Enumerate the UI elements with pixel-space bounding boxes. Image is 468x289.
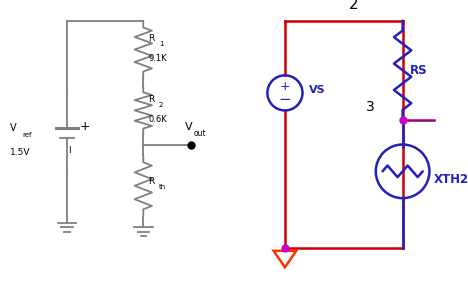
Text: 0.6K: 0.6K bbox=[148, 114, 167, 124]
Text: V: V bbox=[10, 123, 17, 133]
Text: 9.1K: 9.1K bbox=[148, 54, 167, 63]
Text: V: V bbox=[184, 122, 192, 132]
Text: ref: ref bbox=[22, 132, 31, 138]
Text: 2: 2 bbox=[349, 0, 359, 12]
Text: out: out bbox=[194, 129, 206, 138]
Text: 2: 2 bbox=[159, 102, 163, 108]
Text: th: th bbox=[159, 184, 166, 190]
Text: +: + bbox=[280, 80, 290, 93]
Text: 1.5V: 1.5V bbox=[10, 148, 30, 157]
Text: I: I bbox=[68, 146, 70, 155]
Text: 1: 1 bbox=[159, 42, 163, 47]
Text: −: − bbox=[278, 92, 291, 107]
Text: 3: 3 bbox=[366, 99, 374, 114]
Text: XTH2: XTH2 bbox=[433, 173, 468, 186]
Text: VS: VS bbox=[309, 85, 325, 95]
Text: RS: RS bbox=[410, 64, 427, 77]
Text: R: R bbox=[148, 177, 155, 186]
Text: R: R bbox=[148, 34, 155, 43]
Text: +: + bbox=[79, 121, 90, 134]
Text: R: R bbox=[148, 95, 155, 104]
